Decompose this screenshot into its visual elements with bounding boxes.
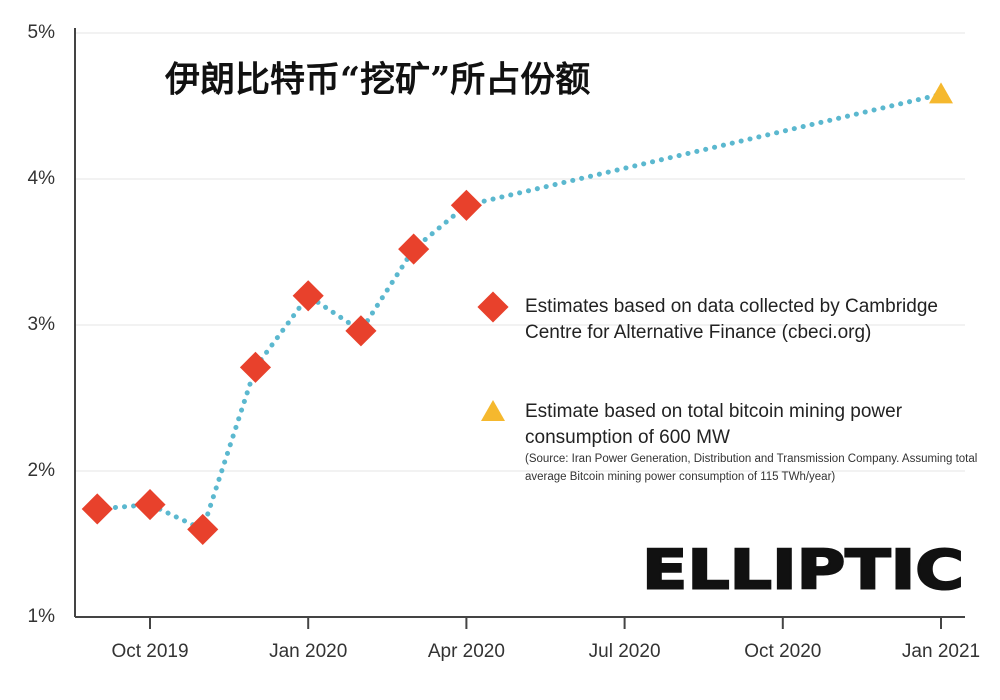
- data-point: [187, 513, 219, 545]
- legend-label: Estimate based on total bitcoin mining p…: [525, 401, 903, 448]
- data-point: [292, 280, 324, 312]
- x-tick-label: Jul 2020: [589, 641, 661, 662]
- y-tick-label: 2%: [28, 460, 56, 481]
- data-point: [81, 493, 113, 525]
- y-tick-label: 4%: [28, 168, 56, 189]
- legend-label: Estimates based on data collected by Cam…: [525, 296, 938, 343]
- x-tick-label: Apr 2020: [428, 641, 505, 662]
- data-point: [929, 82, 953, 104]
- data-point: [239, 351, 272, 383]
- connector-line: [463, 91, 944, 208]
- legend-swatch: [481, 400, 505, 421]
- x-tick-label: Jan 2020: [269, 641, 347, 662]
- y-tick-label: 3%: [28, 314, 56, 335]
- x-tick-label: Oct 2020: [744, 641, 821, 662]
- y-tick-label: 5%: [28, 22, 56, 43]
- source-note: (Source: Iran Power Generation, Distribu…: [525, 453, 978, 483]
- logo: ELLIPTIC: [642, 539, 964, 602]
- chart-title: 伊朗比特币“挖矿”所占份额: [164, 60, 590, 101]
- data-point: [398, 233, 430, 265]
- legend-swatch: [477, 291, 509, 323]
- y-tick-label: 1%: [28, 606, 56, 627]
- x-tick-label: Oct 2019: [111, 641, 188, 662]
- data-point: [134, 489, 166, 521]
- data-point: [450, 189, 482, 221]
- data-point: [345, 315, 377, 347]
- x-tick-label: Jan 2021: [902, 641, 980, 662]
